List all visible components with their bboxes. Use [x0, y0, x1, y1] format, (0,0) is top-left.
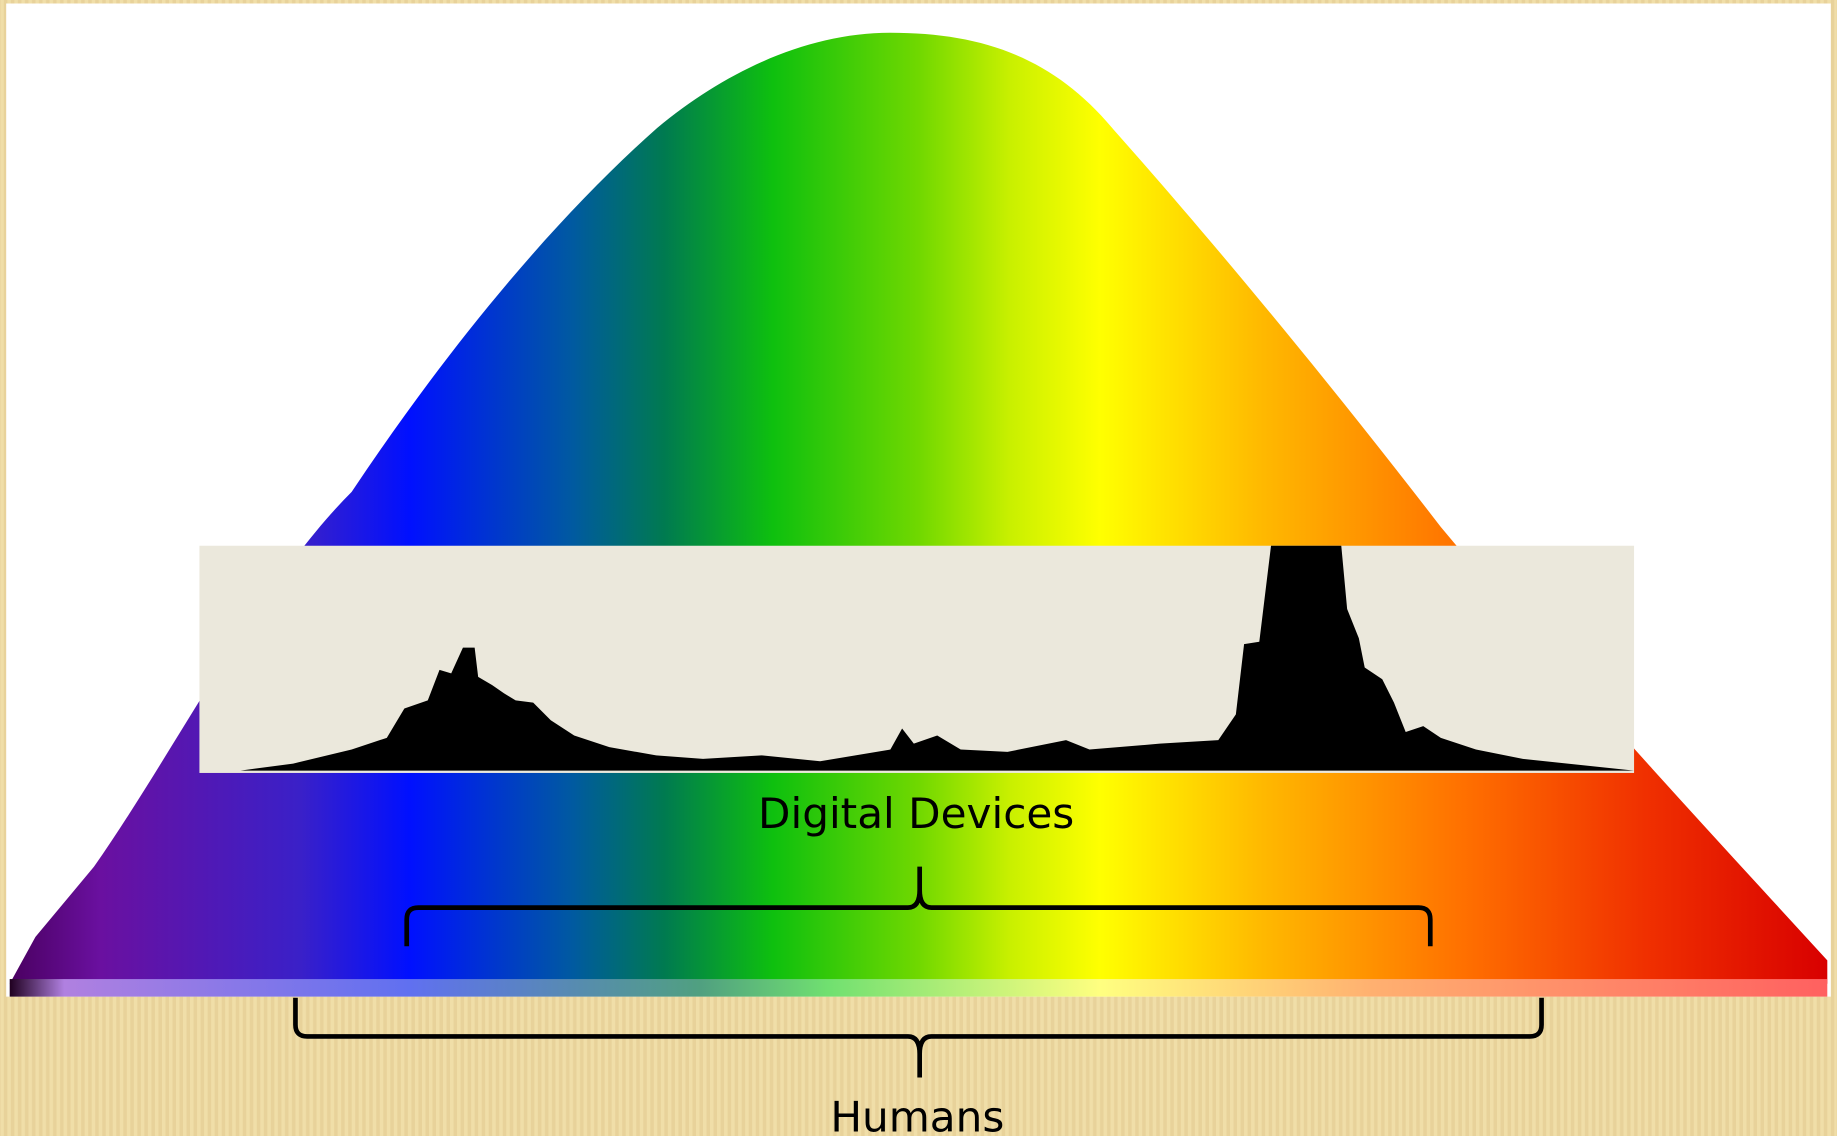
digital-devices-label: Digital Devices — [758, 789, 1074, 838]
spectrum-strip — [10, 979, 1828, 997]
page: Digital Devices Humans (() => { const da… — [0, 0, 1837, 1136]
humans-label: Humans — [830, 1092, 1004, 1136]
slide: Digital Devices Humans — [0, 0, 1837, 1136]
